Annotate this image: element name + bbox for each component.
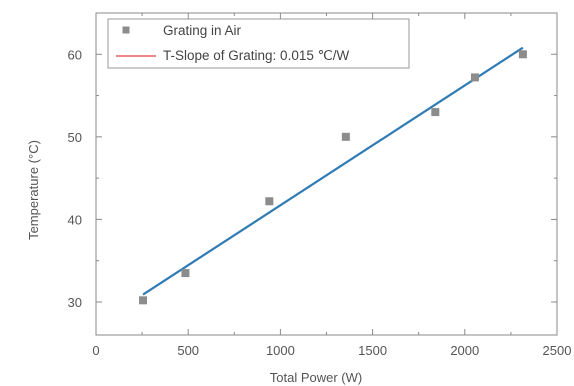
axis-ticks: [95, 13, 558, 335]
fit-line: [142, 46, 524, 296]
data-point: [265, 197, 274, 206]
y-tick-label: 30: [68, 295, 82, 310]
axis-tick-labels: 0 500 1000 1500 2000 2500 30 40 50 60: [68, 47, 572, 358]
legend-box: [107, 18, 410, 69]
data-point: [341, 132, 350, 141]
data-point: [139, 296, 148, 305]
y-tick-label: 60: [68, 47, 82, 62]
y-tick-label: 40: [68, 212, 82, 227]
x-tick-label: 1500: [358, 343, 387, 358]
y-axis-label: Temperature (°C): [26, 140, 41, 240]
data-point: [181, 269, 190, 278]
x-tick-label: 2500: [543, 343, 572, 358]
x-tick-label: 2000: [450, 343, 479, 358]
x-axis-label: Total Power (W): [270, 370, 362, 385]
legend-marker-grating-in-air: [122, 26, 130, 34]
data-point: [470, 73, 479, 82]
x-tick-label: 1000: [266, 343, 295, 358]
data-point: [518, 50, 527, 59]
x-tick-label: 500: [177, 343, 199, 358]
x-tick-label: 0: [92, 343, 99, 358]
data-point: [431, 108, 440, 117]
legend-label-t-slope: T-Slope of Grating: 0.015 ℃/W: [163, 48, 350, 63]
legend-label-grating-in-air: Grating in Air: [163, 23, 242, 38]
legend: Grating in Air T-Slope of Grating: 0.015…: [107, 18, 410, 69]
y-tick-label: 50: [68, 130, 82, 145]
series-layer: [139, 46, 527, 305]
